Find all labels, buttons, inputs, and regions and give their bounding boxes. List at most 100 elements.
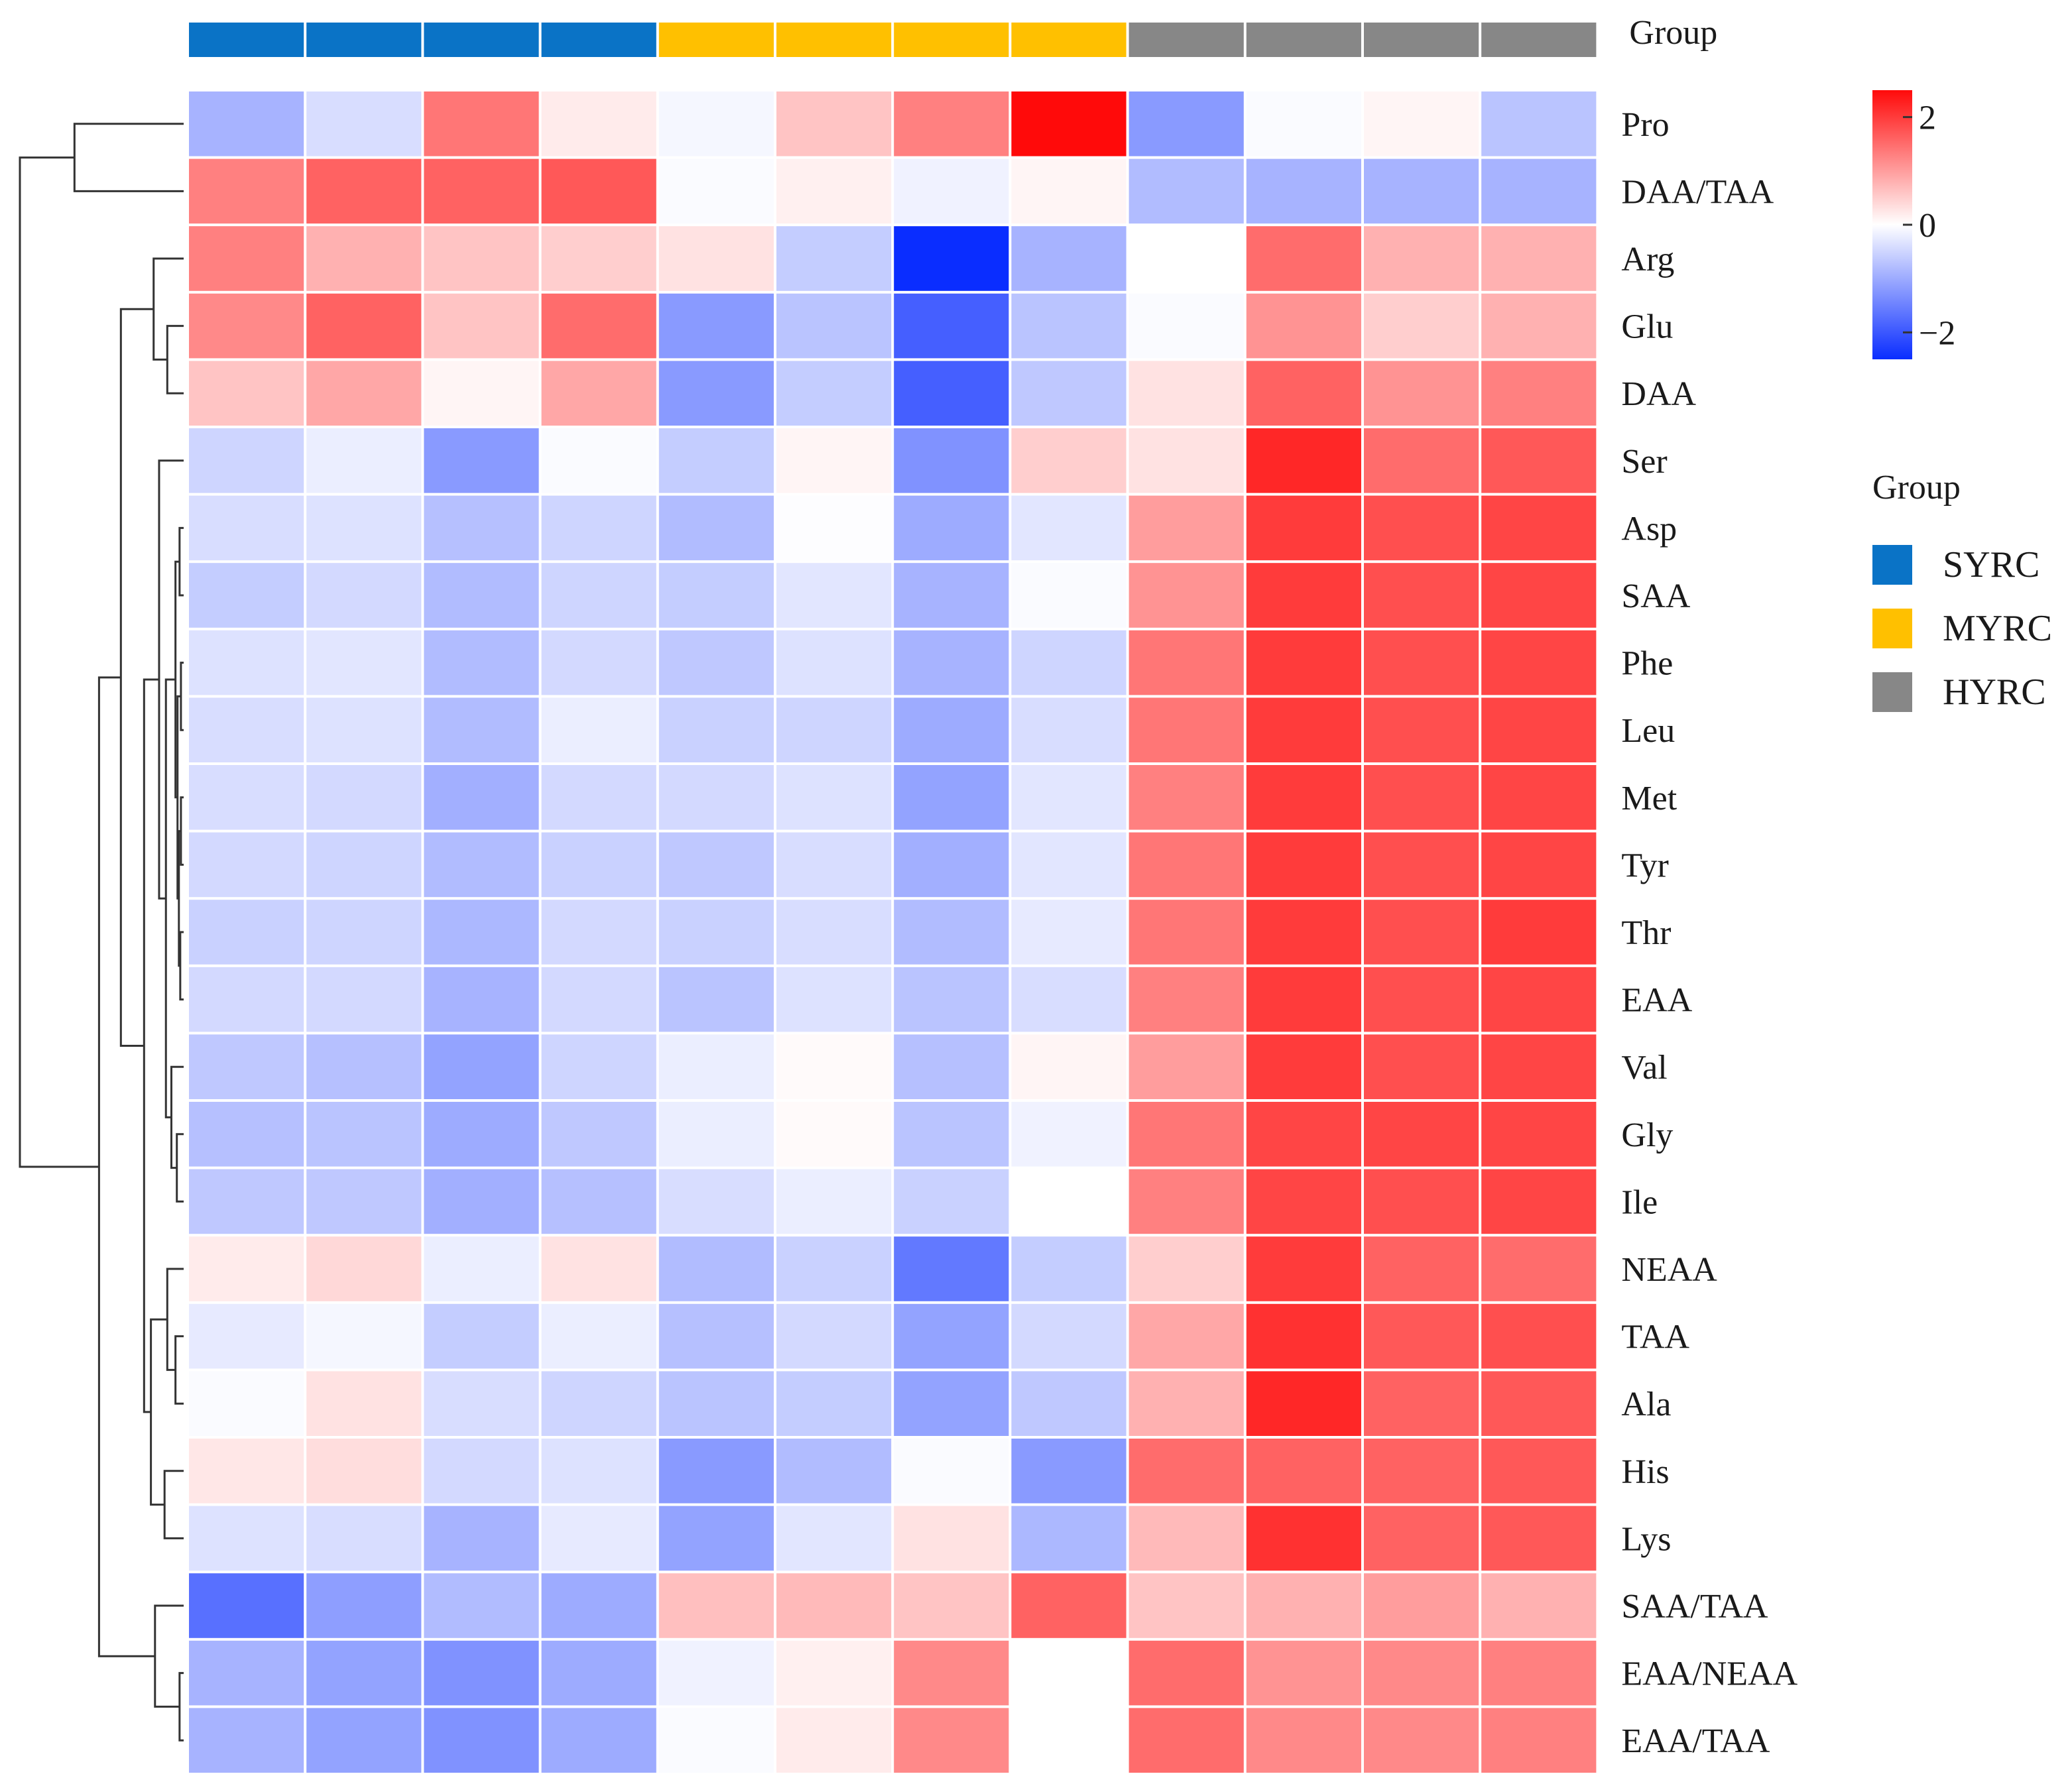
dendrogram-branch bbox=[164, 678, 176, 1118]
heatmap-cell bbox=[1011, 1102, 1127, 1167]
heatmap-cell bbox=[894, 630, 1009, 695]
heatmap-cell bbox=[1481, 1371, 1597, 1436]
legend-swatch bbox=[1872, 545, 1912, 585]
heatmap-cell bbox=[424, 361, 539, 426]
heatmap-cell bbox=[658, 158, 774, 224]
heatmap-cell bbox=[658, 1506, 774, 1571]
heatmap-cell bbox=[1128, 361, 1244, 426]
heatmap-cell bbox=[1246, 1439, 1361, 1504]
heatmap-cell bbox=[306, 900, 422, 965]
group-bar-cell bbox=[1481, 23, 1597, 57]
heatmap-cell bbox=[1011, 1640, 1127, 1706]
heatmap-cell bbox=[894, 1102, 1009, 1167]
heatmap-cell bbox=[189, 428, 304, 493]
colorbar: 2 0 −2 bbox=[1872, 90, 1955, 359]
heatmap-cell bbox=[189, 361, 304, 426]
row-label: Glu bbox=[1621, 308, 1673, 346]
row-label: Phe bbox=[1621, 645, 1673, 683]
heatmap-cell bbox=[658, 1640, 774, 1706]
heatmap-cell bbox=[541, 1439, 656, 1504]
heatmap-cell bbox=[776, 91, 892, 156]
heatmap-cell bbox=[541, 697, 656, 762]
heatmap-cell bbox=[894, 1506, 1009, 1571]
heatmap-cell bbox=[189, 900, 304, 965]
heatmap-cell bbox=[541, 1169, 656, 1234]
heatmap-cell bbox=[776, 1102, 892, 1167]
heatmap-cell bbox=[894, 967, 1009, 1032]
heatmap-cell bbox=[189, 1371, 304, 1436]
heatmap-cell bbox=[1128, 1371, 1244, 1436]
heatmap-cell bbox=[894, 226, 1009, 291]
heatmap-cell bbox=[1246, 697, 1361, 762]
heatmap-cell bbox=[1011, 1371, 1127, 1436]
heatmap-cell bbox=[894, 495, 1009, 561]
heatmap-cell bbox=[776, 158, 892, 224]
heatmap-cell bbox=[1364, 495, 1479, 561]
heatmap-cell bbox=[1364, 226, 1479, 291]
heatmap-cell bbox=[776, 1169, 892, 1234]
heatmap-cell bbox=[1481, 1573, 1597, 1638]
heatmap-cell bbox=[306, 765, 422, 830]
heatmap-cell bbox=[189, 832, 304, 898]
heatmap-cell bbox=[1246, 1236, 1361, 1301]
heatmap-cell bbox=[1128, 967, 1244, 1032]
row-label: TAA bbox=[1621, 1319, 1689, 1356]
row-label: Tyr bbox=[1621, 847, 1668, 884]
heatmap-cell bbox=[1246, 1708, 1361, 1773]
heatmap-cell bbox=[1364, 1102, 1479, 1167]
heatmap-cell bbox=[189, 1303, 304, 1369]
heatmap-cell bbox=[1481, 1102, 1597, 1167]
heatmap-cell bbox=[1011, 226, 1127, 291]
colorbar-tick-label: 0 bbox=[1919, 207, 1936, 245]
heatmap-cell bbox=[424, 967, 539, 1032]
group-bar-cell bbox=[1364, 23, 1479, 57]
heatmap-cell bbox=[1364, 1371, 1479, 1436]
heatmap-cell bbox=[1128, 563, 1244, 628]
heatmap-cell bbox=[1128, 1708, 1244, 1773]
heatmap-cell bbox=[541, 563, 656, 628]
heatmap-cell bbox=[189, 495, 304, 561]
heatmap-cell bbox=[1481, 765, 1597, 830]
legend-swatch bbox=[1872, 609, 1912, 648]
heatmap-cell bbox=[306, 1371, 422, 1436]
heatmap-cell bbox=[424, 1708, 539, 1773]
heatmap-cell bbox=[189, 1439, 304, 1504]
group-bar-cell bbox=[306, 23, 422, 57]
heatmap-cell bbox=[1481, 1640, 1597, 1706]
heatmap-cell bbox=[1246, 1506, 1361, 1571]
heatmap-cell bbox=[1364, 630, 1479, 695]
heatmap-cell bbox=[541, 495, 656, 561]
heatmap-cell bbox=[1011, 1506, 1127, 1571]
heatmap-cell bbox=[189, 630, 304, 695]
heatmap-cell bbox=[894, 1371, 1009, 1436]
heatmap-cell bbox=[1246, 967, 1361, 1032]
heatmap-cell bbox=[1364, 900, 1479, 965]
heatmap-cell bbox=[1246, 563, 1361, 628]
heatmap-cell bbox=[424, 765, 539, 830]
row-label: Gly bbox=[1621, 1116, 1673, 1154]
heatmap-cell bbox=[776, 428, 892, 493]
heatmap-cell bbox=[1128, 630, 1244, 695]
row-label: Leu bbox=[1621, 712, 1675, 750]
heatmap-cells bbox=[189, 91, 1597, 1773]
heatmap-cell bbox=[658, 900, 774, 965]
heatmap-cell bbox=[776, 832, 892, 898]
heatmap-cell bbox=[776, 697, 892, 762]
heatmap-cell bbox=[1128, 697, 1244, 762]
heatmap-cell bbox=[894, 158, 1009, 224]
heatmap-cell bbox=[541, 832, 656, 898]
heatmap-cell bbox=[658, 697, 774, 762]
heatmap-cell bbox=[776, 226, 892, 291]
heatmap-cell bbox=[1481, 361, 1597, 426]
heatmap-cell bbox=[1128, 293, 1244, 359]
heatmap-cell bbox=[1011, 1708, 1127, 1773]
row-label: Ile bbox=[1621, 1183, 1658, 1221]
row-label: DAA/TAA bbox=[1621, 173, 1774, 211]
heatmap-cell bbox=[776, 1640, 892, 1706]
heatmap-cell bbox=[658, 1439, 774, 1504]
heatmap-cell bbox=[541, 900, 656, 965]
heatmap-cell bbox=[1128, 1034, 1244, 1099]
heatmap-cell bbox=[306, 630, 422, 695]
heatmap-cell bbox=[306, 1640, 422, 1706]
